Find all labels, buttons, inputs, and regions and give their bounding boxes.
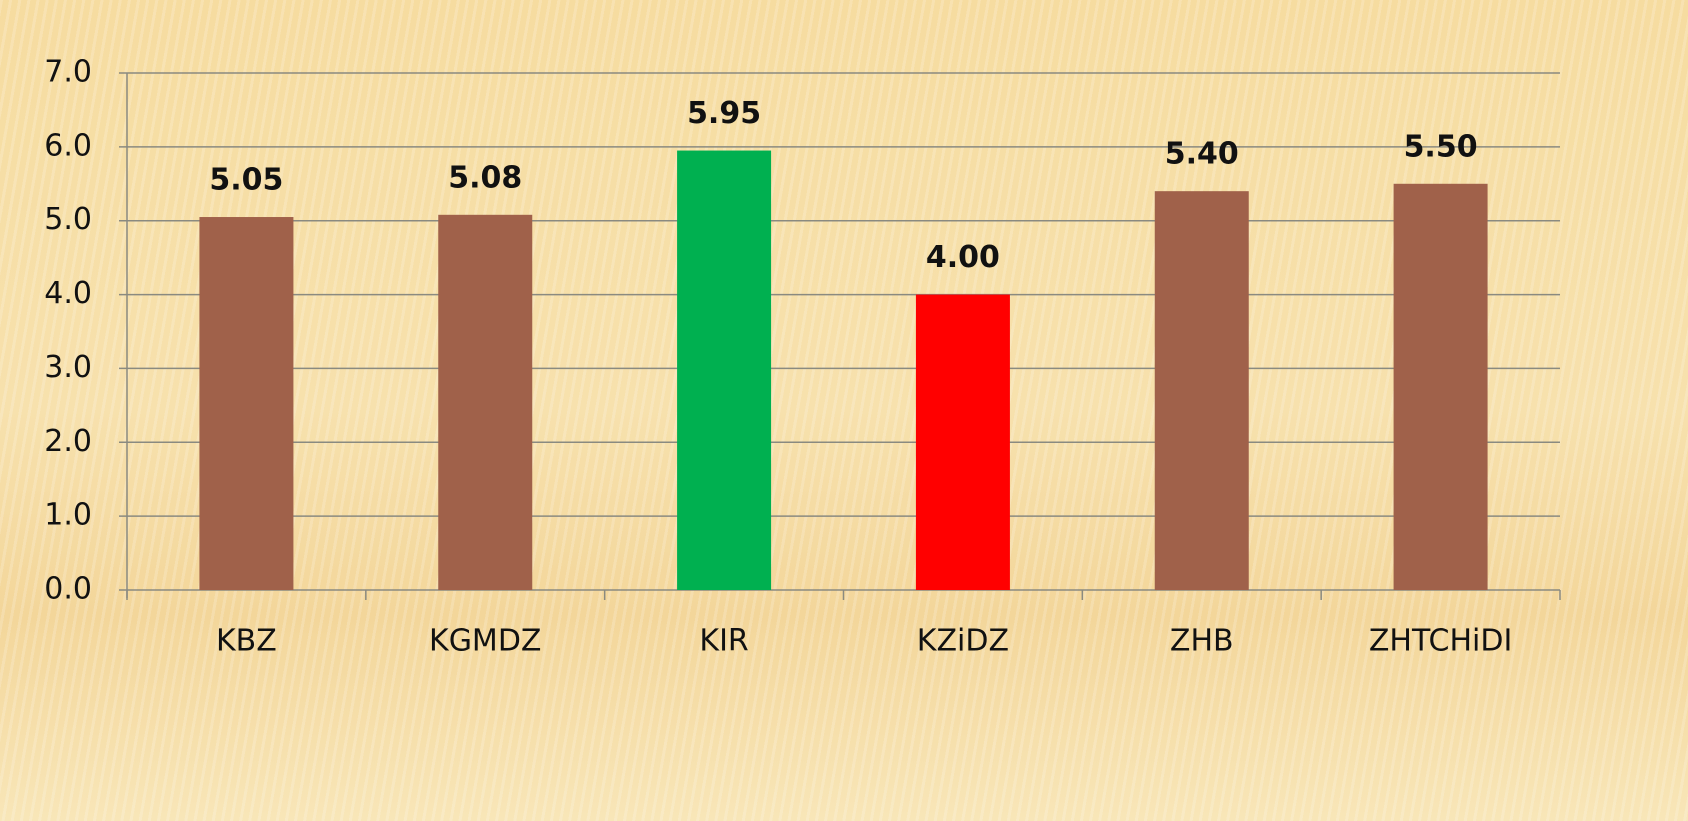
bar	[915, 294, 1010, 590]
y-tick-label: 5.0	[44, 202, 92, 237]
y-tick-label: 6.0	[44, 128, 92, 163]
x-tick-label: KBZ	[216, 624, 277, 659]
bar	[438, 214, 533, 590]
bar	[1154, 191, 1249, 590]
y-tick-label: 1.0	[44, 498, 92, 533]
y-tick-label: 7.0	[44, 55, 92, 90]
bar	[199, 217, 294, 590]
x-tick-label: KIR	[699, 624, 748, 659]
x-tick-label: ZHB	[1170, 624, 1234, 659]
bar	[677, 150, 772, 591]
bar	[1393, 183, 1488, 591]
y-tick-label: 2.0	[44, 424, 92, 459]
value-label: 5.08	[448, 160, 522, 195]
value-label: 5.05	[209, 163, 283, 198]
value-label: 5.40	[1165, 137, 1239, 172]
y-tick-label: 0.0	[44, 572, 92, 607]
x-tick-label: ZHTCHiDI	[1369, 624, 1512, 659]
y-tick-label: 4.0	[44, 276, 92, 311]
value-label: 4.00	[926, 240, 1000, 275]
value-label: 5.50	[1404, 129, 1478, 164]
value-label: 5.95	[687, 96, 761, 131]
x-tick-label: KZiDZ	[917, 624, 1009, 659]
x-tick-label: KGMDZ	[429, 624, 541, 659]
y-tick-label: 3.0	[44, 350, 92, 385]
